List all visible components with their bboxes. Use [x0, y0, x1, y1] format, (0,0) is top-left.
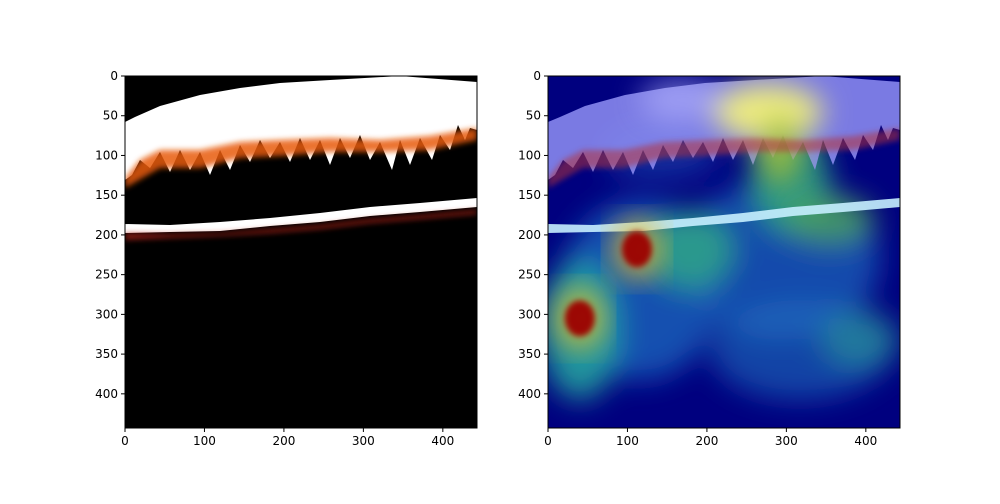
left-axes: 0 100 200 300 400 0 50 100 150 200 250 300 350 400	[95, 69, 478, 448]
right-axes: 0 100 200 300 400 0 50 100 150 200 250 300 350 400	[518, 69, 901, 448]
x-tick-label: 100	[193, 434, 216, 448]
y-tick-label: 100	[95, 148, 118, 162]
y-tick-label: 400	[518, 387, 541, 401]
x-tick-label: 400	[431, 434, 454, 448]
x-tick-label: 200	[695, 434, 718, 448]
axes-frame	[124, 75, 478, 429]
y-tick-label: 350	[95, 347, 118, 361]
thresholded-image-panel	[125, 76, 477, 428]
horizon-band-edge	[125, 210, 477, 240]
x-tick-label: 300	[352, 434, 375, 448]
hotspot-layer	[553, 217, 663, 351]
attention-blob	[645, 210, 735, 290]
hotspot-core	[621, 231, 652, 268]
y-tick-label: 200	[518, 228, 541, 242]
y-tick-label: 150	[95, 188, 118, 202]
y-tick-label: 200	[95, 228, 118, 242]
attention-blob	[820, 310, 900, 370]
y-tick-label: 250	[518, 268, 541, 282]
x-tick-label: 0	[544, 434, 552, 448]
horizon-band	[125, 198, 477, 233]
x-tick-label: 200	[272, 434, 295, 448]
y-tick-label: 150	[518, 188, 541, 202]
hotspot-core	[564, 300, 595, 337]
y-tick-label: 50	[103, 109, 118, 123]
treeline-edge-tinted	[548, 128, 900, 188]
x-tick-label: 100	[616, 434, 639, 448]
x-tick-label: 0	[121, 434, 129, 448]
attention-overlay-panel	[548, 76, 900, 428]
y-tick-label: 100	[518, 148, 541, 162]
top-attention	[640, 80, 823, 185]
y-tick-label: 0	[110, 69, 118, 83]
x-tick-label: 300	[775, 434, 798, 448]
x-tick-label: 400	[854, 434, 877, 448]
y-tick-label: 400	[95, 387, 118, 401]
y-tick-label: 0	[533, 69, 541, 83]
y-tick-label: 50	[526, 109, 541, 123]
y-tick-label: 300	[518, 307, 541, 321]
attention-blob	[640, 80, 720, 120]
treeline-edge	[125, 128, 477, 188]
axes-frame	[547, 75, 901, 429]
attention-blob	[713, 84, 823, 140]
y-tick-label: 350	[518, 347, 541, 361]
y-tick-label: 300	[95, 307, 118, 321]
y-tick-label: 250	[95, 268, 118, 282]
